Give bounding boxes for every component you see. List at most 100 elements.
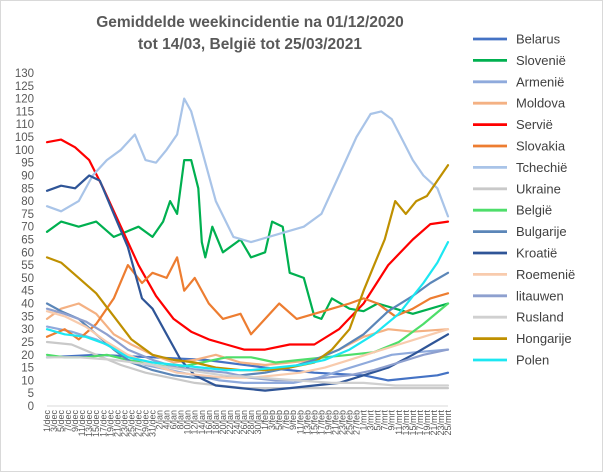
legend-label: Bulgarije	[516, 224, 567, 239]
y-tick-label: 45	[21, 286, 34, 298]
x-tick-label: 1/dec	[42, 410, 52, 433]
x-tick-label: 23/feb	[337, 410, 347, 435]
x-tick-label: 25/dec	[126, 410, 136, 438]
x-tick-label: 27/dec	[133, 410, 143, 438]
y-tick-label: 40	[21, 299, 34, 311]
x-tick-label: 13/dec	[84, 410, 94, 438]
x-tick-label: 13/feb	[302, 410, 312, 435]
y-tick-label: 110	[16, 119, 34, 131]
x-tick-label: 7/mrt	[380, 410, 390, 431]
y-tick-label: 5	[28, 388, 34, 400]
x-tick-label: 9/mrt	[387, 410, 397, 431]
legend-label: litauwen	[516, 288, 564, 303]
y-tick-label: 35	[21, 311, 34, 323]
x-axis: 1/dec3/dec5/dec7/dec9/dec11/dec13/dec15/…	[42, 405, 453, 438]
x-tick-label: 13/mrt	[401, 410, 411, 436]
x-tick-label: 17/dec	[98, 410, 108, 438]
x-tick-label: 15/dec	[91, 410, 101, 438]
x-tick-label: 3/mrt	[366, 410, 376, 431]
legend-label: Slovenië	[516, 53, 566, 68]
x-tick-label: 21/feb	[330, 410, 340, 435]
x-tick-label: 7/dec	[63, 410, 73, 433]
x-tick-label: 9/feb	[288, 410, 298, 430]
x-tick-label: 12/jan	[190, 410, 200, 435]
y-tick-label: 30	[21, 324, 34, 336]
x-tick-label: 26/jan	[239, 410, 249, 435]
x-tick-label: 19/dec	[105, 410, 115, 438]
x-tick-label: 8/jan	[176, 410, 186, 430]
y-tick-label: 0	[28, 401, 34, 413]
x-tick-label: 3/feb	[267, 410, 277, 430]
legend-item: België	[473, 203, 552, 218]
x-tick-label: 19/mrt	[422, 410, 432, 436]
legend-item: Slovakia	[473, 139, 566, 154]
legend: Belarus Slovenië Armenië Moldova Servië Slova…	[473, 32, 575, 368]
legend-label: Belarus	[516, 32, 561, 47]
series-line-hongarije	[45, 164, 450, 372]
y-tick-label: 10	[21, 375, 34, 387]
legend-item: Kroatië	[473, 246, 557, 261]
x-tick-label: 11/feb	[295, 410, 305, 434]
legend-item: Slovenië	[473, 53, 566, 68]
y-tick-label: 50	[21, 273, 34, 285]
series-layer	[45, 97, 450, 392]
series-line-rusland	[45, 356, 450, 387]
y-tick-label: 25	[21, 337, 34, 349]
x-tick-label: 1/feb	[260, 410, 270, 430]
series-line-servië	[45, 138, 450, 351]
x-tick-label: 22/jan	[225, 410, 235, 435]
legend-item: Polen	[473, 353, 549, 368]
x-tick-label: 29/dec	[140, 410, 150, 438]
x-tick-label: 3/dec	[49, 410, 59, 433]
chart-title-line-2: tot 14/03, België tot 25/03/2021	[138, 36, 362, 53]
y-tick-label: 90	[21, 170, 34, 182]
y-tick-label: 80	[21, 196, 34, 208]
y-tick-label: 130	[15, 68, 34, 80]
legend-label: België	[516, 203, 552, 218]
x-tick-label: 14/jan	[197, 410, 207, 435]
legend-item: Bulgarije	[473, 224, 567, 239]
x-tick-label: 30/jan	[253, 410, 263, 435]
y-tick-label: 60	[21, 247, 34, 259]
y-tick-label: 15	[21, 363, 34, 375]
x-tick-label: 19/feb	[323, 410, 333, 435]
x-tick-label: 2/jan	[155, 410, 165, 430]
series-line-moldova	[45, 302, 450, 367]
x-tick-label: 6/jan	[169, 410, 179, 430]
series-line-roemenië	[45, 310, 450, 379]
y-tick-label: 85	[21, 183, 34, 195]
legend-item: Armenië	[473, 74, 564, 89]
x-tick-label: 20/jan	[218, 410, 228, 435]
x-tick-label: 25/mrt	[443, 410, 453, 436]
x-tick-label: 21/mrt	[429, 410, 439, 436]
x-tick-label: 23/dec	[119, 410, 129, 438]
x-tick-label: 5/mrt	[373, 410, 383, 431]
y-tick-label: 120	[15, 94, 34, 106]
x-tick-label: 24/jan	[232, 410, 242, 435]
legend-item: Hongarije	[473, 331, 572, 346]
x-tick-label: 28/jan	[246, 410, 256, 435]
legend-label: Kroatië	[516, 246, 557, 261]
x-tick-label: 1/mrt	[359, 410, 369, 431]
x-tick-label: 5/feb	[274, 410, 284, 430]
legend-label: Roemenië	[516, 267, 575, 282]
x-tick-label: 11/mrt	[394, 410, 404, 435]
legend-label: Servië	[516, 117, 553, 132]
legend-label: Moldova	[516, 96, 566, 111]
legend-item: Ukraine	[473, 181, 561, 196]
y-tick-label: 65	[21, 235, 34, 247]
x-tick-label: 18/jan	[211, 410, 221, 435]
x-tick-label: 5/dec	[56, 410, 66, 433]
x-tick-label: 21/dec	[112, 410, 122, 438]
x-tick-label: 23/mrt	[436, 410, 446, 436]
legend-label: Rusland	[516, 310, 564, 325]
legend-label: Hongarije	[516, 331, 572, 346]
x-tick-label: 15/mrt	[408, 410, 418, 436]
series-line-slovakia	[45, 256, 450, 341]
legend-item: litauwen	[473, 288, 564, 303]
x-tick-label: 9/dec	[70, 410, 80, 433]
legend-item: Servië	[473, 117, 553, 132]
chart-title-line-1: Gemiddelde weekincidentie na 01/12/2020	[96, 14, 404, 31]
y-tick-label: 55	[21, 260, 34, 272]
